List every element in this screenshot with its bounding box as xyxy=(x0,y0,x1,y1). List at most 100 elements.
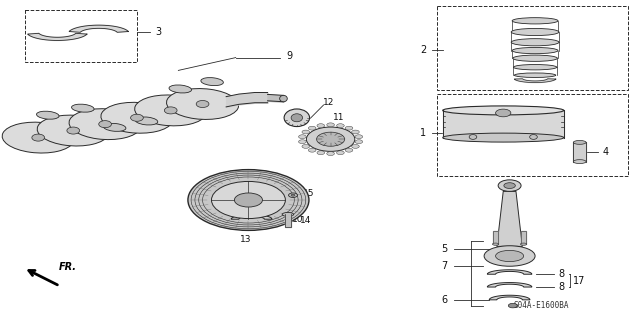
Ellipse shape xyxy=(166,89,239,119)
Ellipse shape xyxy=(282,212,294,216)
Polygon shape xyxy=(521,231,526,244)
Polygon shape xyxy=(487,270,532,274)
Circle shape xyxy=(302,130,310,134)
Ellipse shape xyxy=(513,55,557,61)
Circle shape xyxy=(336,151,344,155)
Polygon shape xyxy=(489,295,530,300)
Circle shape xyxy=(308,126,316,130)
Bar xyxy=(25,10,137,62)
Ellipse shape xyxy=(512,47,558,54)
Circle shape xyxy=(211,181,285,219)
Polygon shape xyxy=(69,25,128,32)
Circle shape xyxy=(302,145,310,148)
Bar xyxy=(437,94,628,176)
Ellipse shape xyxy=(135,117,158,125)
Ellipse shape xyxy=(67,127,80,134)
Circle shape xyxy=(317,132,345,146)
Circle shape xyxy=(234,193,262,207)
Ellipse shape xyxy=(511,28,559,36)
Circle shape xyxy=(308,148,316,152)
Polygon shape xyxy=(285,214,291,227)
Circle shape xyxy=(345,126,353,130)
Circle shape xyxy=(299,140,306,144)
Circle shape xyxy=(504,183,515,188)
Text: 14: 14 xyxy=(300,216,311,225)
Circle shape xyxy=(508,303,517,308)
Polygon shape xyxy=(231,215,272,219)
Text: FR.: FR. xyxy=(59,262,77,272)
Ellipse shape xyxy=(2,122,75,153)
Text: 1: 1 xyxy=(420,128,426,138)
Text: 2: 2 xyxy=(420,44,426,55)
Polygon shape xyxy=(28,33,87,40)
Circle shape xyxy=(327,152,334,156)
Ellipse shape xyxy=(573,140,586,144)
Ellipse shape xyxy=(469,135,476,140)
Circle shape xyxy=(352,130,359,134)
Text: 13: 13 xyxy=(240,236,251,244)
Ellipse shape xyxy=(530,135,538,140)
Text: 7: 7 xyxy=(441,260,448,271)
Circle shape xyxy=(291,194,295,196)
Polygon shape xyxy=(493,231,498,244)
Text: 10: 10 xyxy=(292,215,303,224)
Ellipse shape xyxy=(134,95,207,126)
Circle shape xyxy=(289,193,297,197)
Circle shape xyxy=(336,124,344,128)
Circle shape xyxy=(306,127,355,151)
Text: 15: 15 xyxy=(303,189,315,198)
Circle shape xyxy=(299,135,306,139)
Ellipse shape xyxy=(492,243,499,245)
Ellipse shape xyxy=(443,133,564,142)
Text: 5: 5 xyxy=(441,244,448,254)
Text: 11: 11 xyxy=(333,113,344,122)
Text: 6: 6 xyxy=(441,295,448,306)
Ellipse shape xyxy=(511,39,559,46)
Polygon shape xyxy=(573,142,586,162)
Ellipse shape xyxy=(169,85,192,93)
Circle shape xyxy=(317,151,325,155)
Circle shape xyxy=(498,180,521,191)
Polygon shape xyxy=(497,191,522,246)
Ellipse shape xyxy=(196,100,209,108)
Ellipse shape xyxy=(131,114,143,121)
Text: 17: 17 xyxy=(573,276,585,286)
Text: 8: 8 xyxy=(558,269,564,279)
Ellipse shape xyxy=(103,124,126,131)
Circle shape xyxy=(327,123,334,127)
Ellipse shape xyxy=(99,121,111,128)
Ellipse shape xyxy=(515,73,555,77)
Ellipse shape xyxy=(32,134,45,141)
Polygon shape xyxy=(231,203,272,208)
Ellipse shape xyxy=(443,106,564,115)
Bar xyxy=(437,6,628,90)
Text: S04A-E1600BA: S04A-E1600BA xyxy=(513,301,569,310)
Text: 3: 3 xyxy=(155,27,161,37)
Circle shape xyxy=(317,124,325,128)
Text: 8: 8 xyxy=(558,282,564,292)
Polygon shape xyxy=(487,283,532,287)
Text: 16: 16 xyxy=(204,107,214,116)
Ellipse shape xyxy=(520,243,527,245)
Ellipse shape xyxy=(36,111,59,119)
Ellipse shape xyxy=(37,115,110,146)
Ellipse shape xyxy=(101,102,173,133)
Text: 18: 18 xyxy=(200,207,211,216)
Circle shape xyxy=(355,135,362,139)
Polygon shape xyxy=(514,79,556,83)
Ellipse shape xyxy=(164,107,177,114)
Ellipse shape xyxy=(513,65,557,70)
Ellipse shape xyxy=(284,109,310,127)
Text: 4: 4 xyxy=(602,147,608,157)
Text: 12: 12 xyxy=(323,98,334,107)
Circle shape xyxy=(188,170,309,230)
Ellipse shape xyxy=(512,18,558,24)
Polygon shape xyxy=(443,110,564,138)
Ellipse shape xyxy=(71,104,94,112)
Ellipse shape xyxy=(573,160,586,164)
Ellipse shape xyxy=(280,95,287,102)
Ellipse shape xyxy=(291,114,303,122)
Circle shape xyxy=(345,148,353,152)
Circle shape xyxy=(352,145,359,148)
Text: 10: 10 xyxy=(292,199,303,208)
